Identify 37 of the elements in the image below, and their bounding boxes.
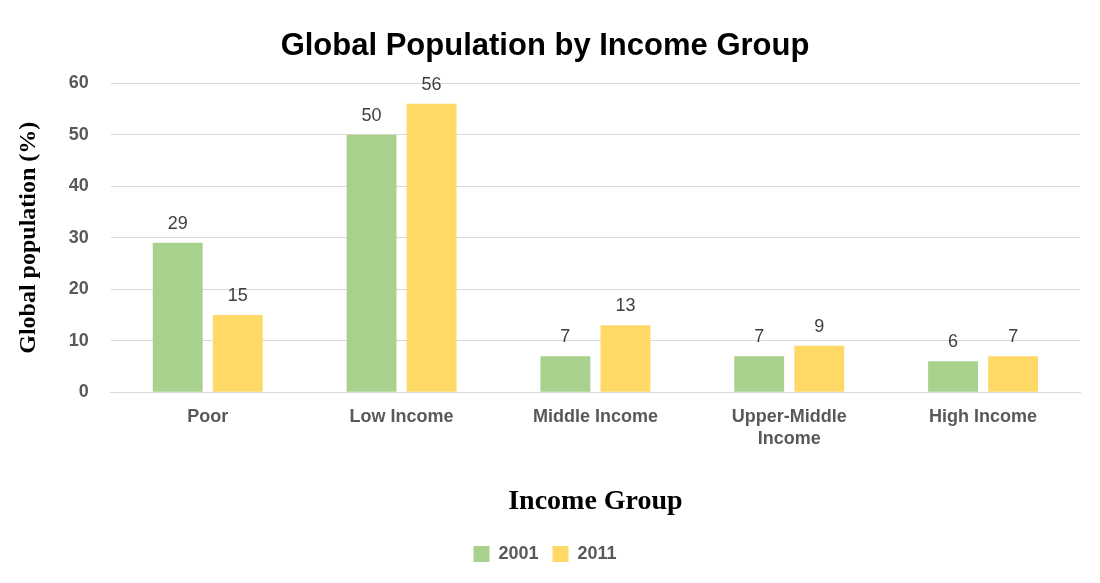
data-label: 50	[361, 104, 382, 125]
y-tick-label: 60	[68, 72, 89, 93]
data-label: 56	[421, 73, 442, 94]
data-label: 7	[1008, 326, 1019, 347]
bar	[794, 345, 845, 392]
bar	[152, 242, 203, 392]
x-tick-label: Middle Income	[532, 405, 658, 426]
bar	[600, 325, 651, 392]
bar	[734, 356, 785, 392]
data-label: 9	[814, 315, 825, 336]
legend-label: 2011	[577, 542, 617, 563]
bar	[406, 103, 457, 392]
data-label: 13	[615, 295, 636, 316]
x-tick-label: Upper-Middle Income	[731, 405, 847, 448]
bar	[346, 134, 397, 392]
legend-label: 2001	[498, 542, 539, 563]
data-label: 15	[227, 284, 248, 305]
y-axis-title: Global population (%)	[13, 121, 40, 354]
y-tick-label: 20	[68, 278, 89, 299]
y-tick-label: 10	[68, 329, 89, 350]
bar	[988, 356, 1039, 392]
y-tick-label: 0	[78, 381, 89, 402]
bar	[212, 314, 263, 392]
data-label: 6	[948, 331, 959, 352]
x-tick-label: High Income	[929, 405, 1038, 426]
y-tick-label: 30	[68, 226, 89, 247]
data-label: 7	[754, 326, 765, 347]
x-tick-label: Poor	[187, 405, 229, 426]
chart-title: Global Population by Income Group	[280, 27, 810, 63]
bar	[540, 356, 591, 392]
y-tick-label: 50	[68, 123, 89, 144]
bar	[928, 361, 978, 392]
data-label: 7	[560, 326, 571, 347]
x-tick-label: Low Income	[349, 405, 454, 426]
y-tick-label: 40	[68, 175, 89, 196]
x-axis-title: Income Group	[508, 484, 683, 516]
data-label: 29	[167, 212, 188, 233]
